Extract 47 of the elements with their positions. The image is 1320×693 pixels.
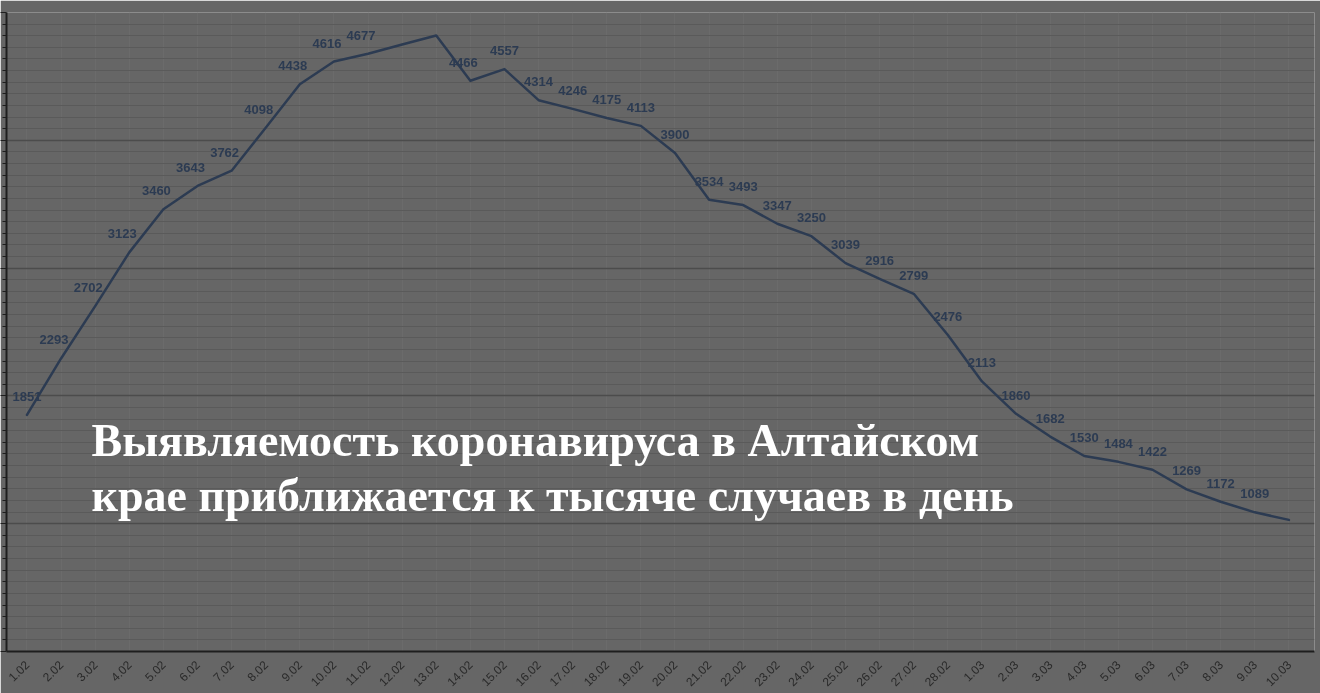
- data-label: 3900: [660, 127, 690, 143]
- data-label: 1269: [1172, 463, 1202, 479]
- data-label: 1172: [1206, 475, 1235, 491]
- data-label: 4098: [244, 101, 274, 117]
- data-label: 4557: [490, 43, 519, 59]
- data-label: 1484: [1103, 435, 1134, 451]
- data-label: 3039: [831, 237, 860, 253]
- x-tick-label: 8.03: [1199, 657, 1227, 685]
- data-label: 2293: [39, 332, 69, 348]
- data-label: 2702: [73, 280, 103, 296]
- data-label: 3534: [694, 173, 725, 189]
- data-label: 3347: [762, 197, 792, 213]
- data-label: 1682: [1035, 410, 1065, 426]
- data-label: 4246: [558, 82, 588, 98]
- data-label: 2916: [865, 252, 895, 268]
- data-label: 4314: [524, 74, 554, 90]
- x-tick-label: 8.02: [244, 657, 272, 685]
- data-label: 3123: [107, 226, 137, 242]
- data-label: 3460: [141, 183, 171, 199]
- x-tick-label: 9.03: [1233, 657, 1261, 685]
- x-tick-label: 7.03: [1165, 657, 1193, 685]
- data-label: 1860: [1001, 387, 1031, 403]
- data-label: 4616: [312, 35, 342, 51]
- x-tick-label: 4.03: [1063, 657, 1090, 685]
- x-tick-label: 7.02: [210, 657, 238, 685]
- data-label: 4438: [278, 58, 308, 74]
- x-tick-label: 5.03: [1097, 657, 1124, 685]
- x-tick-label: 3.03: [1029, 657, 1056, 685]
- data-label: 1530: [1069, 429, 1099, 445]
- x-tick-label: 9.02: [278, 657, 306, 685]
- text: Выявляемость коронавируса в Алтайском крае приближается к тысяче случаев в день: [91, 414, 1014, 521]
- x-tick-label: 5.02: [142, 657, 169, 685]
- data-label: 4677: [346, 27, 376, 43]
- data-label: 3762: [210, 144, 240, 160]
- data-label: 2476: [933, 309, 963, 325]
- data-label: 3250: [796, 210, 826, 226]
- data-label: 1089: [1240, 486, 1270, 502]
- data-label: 1422: [1138, 443, 1167, 459]
- x-tick-label: 4.02: [108, 657, 135, 685]
- data-label: 4113: [626, 99, 655, 115]
- data-label: 3643: [176, 159, 205, 175]
- data-label: 2799: [899, 267, 929, 283]
- x-tick-label: 6.03: [1131, 657, 1159, 685]
- data-label: 4175: [592, 91, 622, 107]
- data-label: 3493: [728, 179, 758, 195]
- x-tick-label: 3.02: [74, 657, 101, 685]
- x-tick-label: 6.02: [176, 657, 204, 685]
